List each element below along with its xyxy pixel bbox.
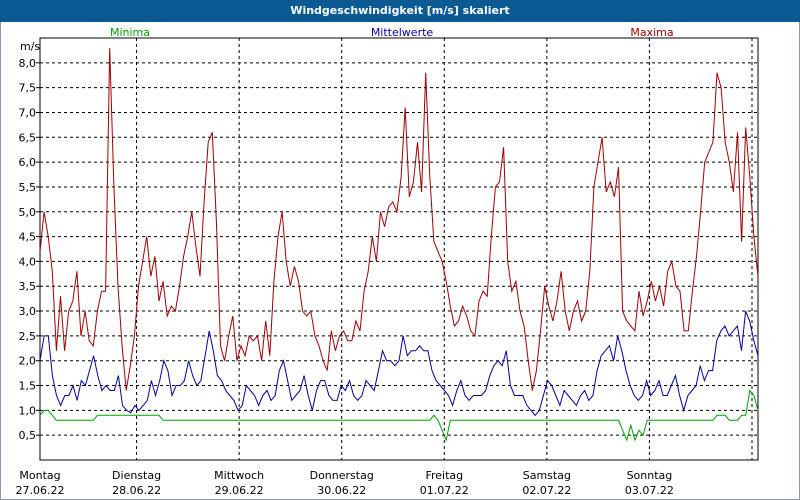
y-tick-label: 2,0 (19, 355, 37, 368)
x-day-label: Sonntag (627, 469, 673, 482)
x-date-label: 01.07.22 (420, 484, 469, 497)
x-date-label: 02.07.22 (522, 484, 571, 497)
y-tick-label: 5,5 (19, 181, 37, 194)
y-tick-label: 3,5 (19, 280, 37, 293)
chart-title: Windgeschwindigkeit [m/s] skaliert (290, 4, 510, 17)
y-tick-label: 5,0 (19, 206, 37, 219)
series-line-maxima (39, 47, 759, 391)
y-axis-unit-label: m/s (20, 40, 40, 53)
y-tick-label: 3,0 (19, 305, 37, 318)
legend-minima: Minima (110, 26, 150, 39)
series-lines (39, 47, 759, 442)
x-day-label: Montag (19, 469, 60, 482)
x-day-label: Dienstag (112, 469, 161, 482)
y-axis-ticks: 0,5 1,0 1,5 2,0 2,5 3,0 3,5 4,0 4,5 5,0 5,5 6,0 6,5 7… (19, 57, 37, 442)
x-day-label: Samstag (523, 469, 571, 482)
legend-mittelwerte: Mittelwerte (371, 26, 434, 39)
x-date-label: 29.06.22 (215, 484, 264, 497)
y-tick-label: 7,0 (19, 106, 37, 119)
x-day-label: Donnerstag (310, 469, 374, 482)
y-tick-label: 1,0 (19, 404, 37, 417)
y-tick-label: 0,5 (19, 429, 37, 442)
legend-maxima: Maxima (630, 26, 673, 39)
y-tick-label: 6,0 (19, 156, 37, 169)
y-tick-label: 1,5 (19, 380, 37, 393)
y-tick-label: 8,0 (19, 57, 37, 70)
x-date-label: 28.06.22 (112, 484, 161, 497)
y-tick-label: 2,5 (19, 330, 37, 343)
series-line-mittelwerte (39, 310, 759, 417)
series-line-minima (39, 389, 759, 442)
x-date-label: 27.06.22 (16, 484, 65, 497)
y-tick-label: 6,5 (19, 131, 37, 144)
x-day-label: Freitag (425, 469, 463, 482)
title-bar: Windgeschwindigkeit [m/s] skaliert (0, 0, 800, 22)
y-tick-label: 4,0 (19, 255, 37, 268)
grid (36, 37, 759, 461)
y-tick-label: 7,5 (19, 82, 37, 95)
x-day-label: Mittwoch (214, 469, 264, 482)
x-axis-labels: Montag 27.06.22 Dienstag 28.06.22 Mittwoch 29… (16, 469, 674, 497)
x-date-label: 03.07.22 (625, 484, 674, 497)
x-date-label: 30.06.22 (317, 484, 366, 497)
y-tick-label: 4,5 (19, 231, 37, 244)
